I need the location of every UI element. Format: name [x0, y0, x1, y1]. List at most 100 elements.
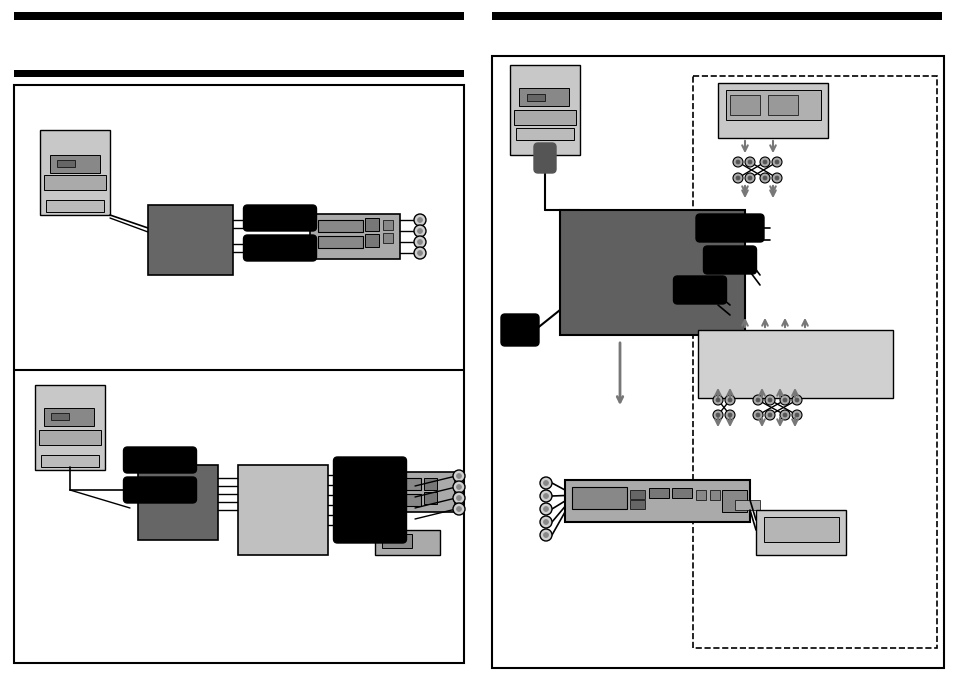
Circle shape — [744, 173, 754, 183]
Circle shape — [735, 160, 740, 164]
Circle shape — [414, 214, 426, 226]
FancyBboxPatch shape — [334, 517, 406, 543]
Circle shape — [780, 410, 789, 420]
Bar — [237, 465, 328, 555]
FancyBboxPatch shape — [243, 205, 316, 231]
Circle shape — [456, 485, 461, 489]
Bar — [718, 83, 827, 138]
Circle shape — [747, 160, 751, 164]
Circle shape — [414, 247, 426, 259]
Circle shape — [782, 413, 786, 417]
Bar — [629, 500, 644, 509]
FancyBboxPatch shape — [334, 457, 406, 483]
Bar — [671, 488, 691, 498]
Bar — [721, 490, 746, 512]
Circle shape — [727, 413, 731, 417]
FancyBboxPatch shape — [243, 235, 316, 261]
Bar — [572, 487, 626, 509]
Bar — [423, 478, 436, 490]
Circle shape — [780, 395, 789, 405]
FancyBboxPatch shape — [334, 477, 406, 503]
Circle shape — [543, 533, 548, 538]
Bar — [492, 56, 943, 668]
Circle shape — [760, 157, 769, 167]
Circle shape — [774, 176, 779, 180]
Bar — [734, 500, 760, 510]
Bar — [692, 76, 936, 648]
Bar — [564, 480, 749, 522]
Circle shape — [791, 410, 801, 420]
Bar — [365, 218, 378, 231]
Bar — [514, 110, 576, 125]
Bar — [14, 12, 463, 20]
FancyBboxPatch shape — [696, 214, 763, 242]
Bar — [559, 210, 744, 335]
Circle shape — [539, 490, 552, 502]
Circle shape — [755, 413, 760, 417]
Circle shape — [539, 516, 552, 528]
Bar — [763, 517, 838, 542]
Bar — [310, 214, 399, 259]
Circle shape — [727, 398, 731, 402]
Circle shape — [760, 173, 769, 183]
FancyBboxPatch shape — [534, 143, 556, 173]
Bar — [50, 155, 100, 173]
Circle shape — [764, 395, 774, 405]
Circle shape — [724, 410, 734, 420]
Bar — [375, 530, 439, 555]
Bar — [148, 205, 233, 275]
Bar — [375, 472, 455, 512]
Bar — [317, 236, 363, 248]
Circle shape — [456, 496, 461, 500]
Bar — [51, 413, 69, 420]
Bar — [709, 490, 720, 500]
Circle shape — [791, 395, 801, 405]
Circle shape — [724, 395, 734, 405]
Circle shape — [755, 398, 760, 402]
Bar — [365, 234, 378, 247]
Circle shape — [771, 173, 781, 183]
Bar — [41, 455, 99, 467]
Circle shape — [764, 410, 774, 420]
Circle shape — [716, 413, 720, 417]
Bar — [516, 128, 574, 140]
Bar — [380, 478, 420, 490]
Circle shape — [794, 413, 799, 417]
Circle shape — [453, 492, 464, 504]
Bar — [39, 430, 101, 445]
Circle shape — [767, 398, 771, 402]
Circle shape — [782, 398, 786, 402]
Bar — [696, 490, 705, 500]
Bar — [40, 130, 110, 215]
Circle shape — [735, 176, 740, 180]
Bar — [510, 65, 579, 155]
Circle shape — [747, 176, 751, 180]
Circle shape — [543, 519, 548, 525]
Bar — [44, 175, 106, 190]
Circle shape — [712, 410, 722, 420]
Bar — [755, 510, 845, 555]
Circle shape — [417, 217, 422, 223]
Circle shape — [539, 477, 552, 489]
Bar — [35, 385, 105, 470]
Bar — [648, 488, 668, 498]
Bar — [492, 12, 941, 20]
Circle shape — [453, 470, 464, 482]
Circle shape — [417, 240, 422, 244]
Circle shape — [752, 410, 762, 420]
Bar — [46, 200, 104, 212]
Bar — [14, 70, 463, 77]
Circle shape — [543, 494, 548, 498]
Circle shape — [752, 395, 762, 405]
Bar — [57, 160, 75, 167]
Circle shape — [744, 157, 754, 167]
FancyBboxPatch shape — [334, 497, 406, 523]
Circle shape — [767, 413, 771, 417]
Bar — [44, 408, 94, 426]
FancyBboxPatch shape — [123, 447, 196, 473]
Circle shape — [414, 225, 426, 237]
Bar — [526, 94, 544, 101]
Bar — [381, 534, 412, 548]
Bar — [518, 88, 568, 106]
Circle shape — [453, 481, 464, 493]
